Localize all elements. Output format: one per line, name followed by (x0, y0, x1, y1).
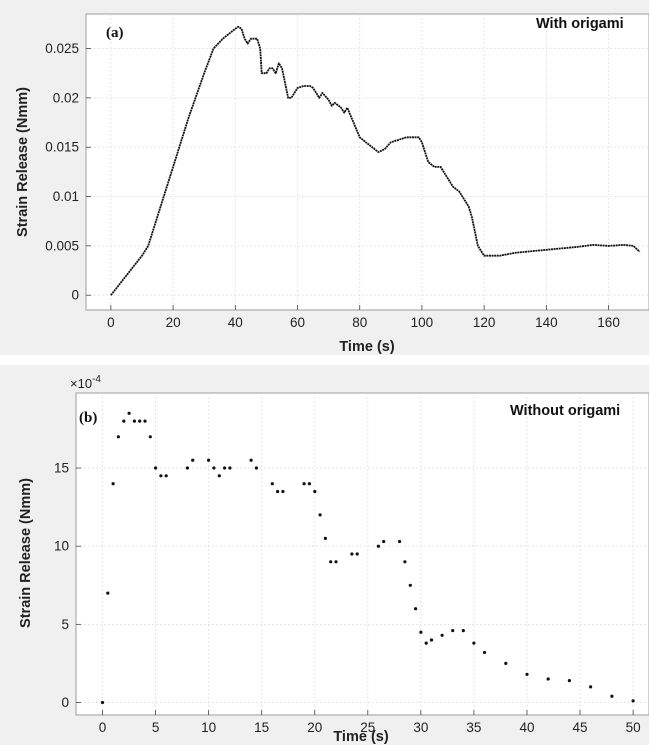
data-point (148, 435, 152, 439)
data-point (472, 641, 476, 645)
panel-label-a: (a) (106, 25, 124, 41)
x-tick-label: 45 (573, 720, 588, 735)
data-point (154, 466, 158, 470)
y-tick-label: 0 (61, 695, 69, 710)
x-tick-label: 35 (466, 720, 481, 735)
data-point (228, 466, 232, 470)
data-point (164, 474, 168, 478)
x-tick-label: 40 (228, 315, 243, 330)
x-tick-label: 80 (352, 315, 367, 330)
x-tick-label: 140 (535, 315, 558, 330)
y-tick-label: 0.025 (45, 41, 79, 56)
x-tick-label: 30 (413, 720, 428, 735)
x-tick-label: 25 (360, 720, 375, 735)
chart-panel-a: 0 20 40 60 80 100 120 140 160 0 0.005 0.01 0.015 0.02… (0, 0, 649, 355)
chart-panel-b: 0 5 10 15 20 25 30 35 40 45 50 0 5 10 15 ×10-4 (b) Wit… (0, 365, 649, 745)
data-point (419, 630, 423, 634)
data-point (132, 419, 136, 423)
data-point (307, 482, 311, 486)
data-point (329, 560, 333, 564)
x-tick-label: 60 (290, 315, 305, 330)
data-point (207, 458, 211, 462)
data-point (424, 641, 428, 645)
x-axis-label-b: Time (s) (333, 729, 389, 745)
data-point (281, 489, 285, 494)
y-tick-label: 0 (71, 288, 79, 303)
data-point (270, 482, 274, 486)
data-point (138, 419, 142, 423)
series-line-a (110, 25, 641, 296)
x-tick-label: 120 (473, 315, 496, 330)
data-point (106, 591, 110, 595)
data-point (191, 458, 195, 462)
data-point (217, 474, 221, 478)
data-point (302, 482, 306, 486)
data-point (398, 539, 402, 544)
data-point (276, 489, 280, 494)
data-point (567, 679, 572, 683)
data-point (122, 419, 126, 423)
data-point (408, 583, 412, 587)
legend-a: With origami (536, 16, 624, 32)
data-point (355, 552, 359, 556)
y-tick-label: 10 (54, 539, 69, 554)
data-point (318, 513, 322, 517)
data-point (350, 552, 354, 556)
data-point (631, 699, 635, 703)
x-tick-label: 0 (107, 315, 115, 330)
data-point (546, 677, 550, 681)
data-point (504, 661, 508, 665)
data-point (461, 629, 465, 633)
data-point (440, 633, 444, 637)
data-point (159, 474, 163, 478)
data-point (212, 466, 216, 470)
y-tick-label: 5 (61, 617, 69, 632)
panel-label-b: (b) (79, 410, 97, 426)
data-point (403, 560, 407, 564)
x-tick-label: 40 (519, 720, 534, 735)
x-tick-label: 15 (254, 720, 269, 735)
data-point (382, 539, 386, 544)
y-tick-label: 0.005 (45, 238, 79, 253)
data-point (223, 466, 227, 470)
legend-b: Without origami (510, 403, 620, 419)
y-tick-label: 0.015 (45, 140, 79, 155)
data-point (143, 419, 147, 423)
x-tick-label: 160 (597, 315, 620, 330)
chart-b-svg: 0 5 10 15 20 25 30 35 40 45 50 0 5 10 15 ×10-4 (b) Wit… (0, 365, 649, 745)
data-point (376, 544, 380, 548)
y-tick-label: 15 (54, 461, 69, 476)
data-point (451, 629, 455, 633)
data-point (127, 411, 131, 415)
data-point (482, 650, 487, 655)
y-axis-label-a: Strain Release (Nmm) (15, 87, 31, 237)
data-point (100, 700, 105, 705)
data-point (323, 536, 327, 540)
data-point (429, 638, 434, 642)
x-tick-label: 100 (411, 315, 434, 330)
data-point (111, 482, 115, 486)
data-point (185, 466, 189, 470)
data-point (334, 560, 338, 564)
x-tick-label: 20 (166, 315, 181, 330)
data-point (313, 489, 317, 494)
x-tick-label: 0 (99, 720, 107, 735)
x-tick-label: 20 (307, 720, 322, 735)
x-tick-label: 10 (201, 720, 216, 735)
y-tick-label: 0.01 (53, 189, 79, 204)
y-multiplier-b: ×10-4 (70, 374, 101, 391)
data-point (116, 435, 120, 439)
data-point (589, 685, 593, 689)
x-tick-label: 5 (152, 720, 160, 735)
y-axis-label-b: Strain Release (Nmm) (18, 478, 34, 628)
data-point (525, 672, 529, 676)
data-point (254, 466, 258, 470)
x-axis-label-a: Time (s) (339, 339, 395, 355)
data-point (249, 458, 253, 462)
data-point (414, 607, 418, 611)
data-point (610, 694, 614, 698)
x-tick-label: 50 (626, 720, 641, 735)
chart-a-svg: 0 20 40 60 80 100 120 140 160 0 0.005 0.01 0.015 0.02… (0, 0, 649, 355)
y-tick-label: 0.02 (53, 90, 79, 105)
